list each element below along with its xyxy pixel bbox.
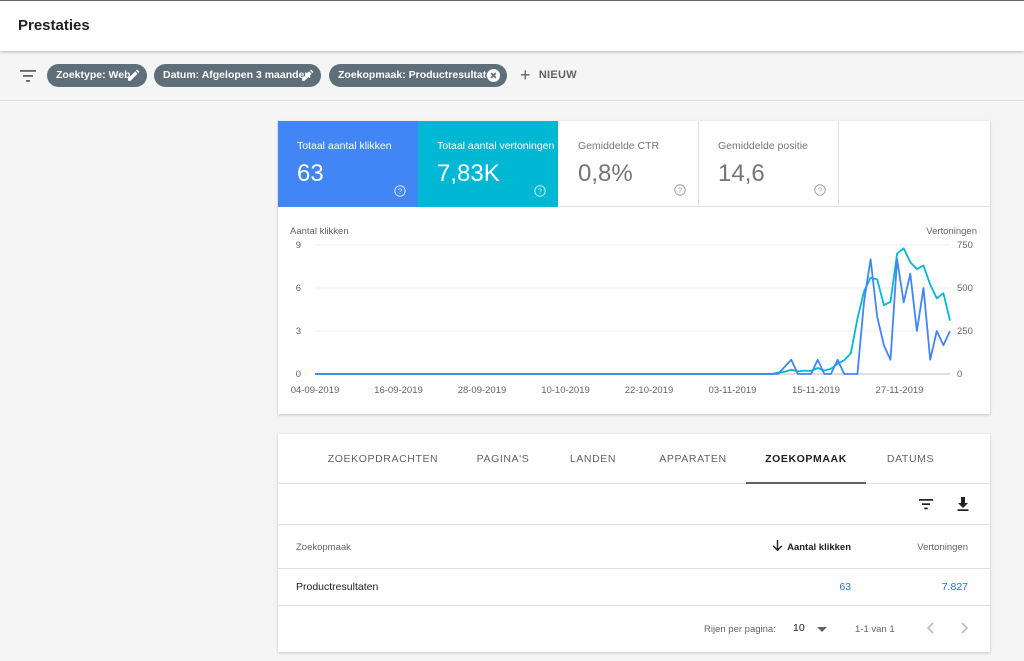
tab-datums[interactable]: DATUMS (886, 453, 935, 465)
metric-total-clicks[interactable]: Totaal aantal klikken 63 ? (278, 121, 418, 207)
metric-value: 0,8% (578, 160, 633, 187)
dropdown-caret-icon (817, 627, 827, 632)
cell-clicks: 63 (839, 581, 851, 593)
help-icon[interactable]: ? (534, 185, 546, 197)
tab-zoekopdrachten[interactable]: ZOEKOPDRACHTEN (327, 453, 439, 465)
y-axis-right-label: Vertoningen (926, 226, 977, 237)
filter-chip-zoektype[interactable]: Zoektype: Web (47, 64, 147, 87)
sort-arrow-down-icon (772, 540, 783, 552)
x-tick-label: 04-09-2019 (291, 385, 340, 396)
metric-label: Gemiddelde CTR (578, 140, 660, 152)
column-header-label: Aantal klikken (787, 542, 851, 553)
y-right-tick-label: 500 (957, 283, 973, 294)
tab-zoekopmaak[interactable]: ZOEKOPMAAK (746, 434, 866, 484)
y-left-tick-label: 9 (296, 240, 301, 251)
help-icon[interactable]: ? (394, 185, 406, 197)
breakdown-table-card: ZOEKOPDRACHTEN PAGINA'S LANDEN APPARATEN… (278, 434, 990, 652)
metric-average-ctr[interactable]: Gemiddelde CTR 0,8% ? (559, 121, 699, 207)
tab-paginas[interactable]: PAGINA'S (476, 453, 530, 465)
x-tick-label: 22-10-2019 (625, 385, 674, 396)
svg-text:?: ? (818, 186, 822, 195)
metric-label: Totaal aantal klikken (297, 140, 392, 152)
clear-icon[interactable] (487, 69, 500, 82)
table-row[interactable]: Productresultaten 63 7.827 (278, 569, 990, 606)
y-left-tick-label: 6 (296, 283, 301, 294)
column-header-clicks[interactable]: Aantal klikken (772, 540, 851, 553)
column-header-zoekopmaak[interactable]: Zoekopmaak (296, 542, 351, 553)
tab-landen[interactable]: LANDEN (569, 453, 617, 465)
x-tick-label: 28-09-2019 (458, 385, 507, 396)
performance-chart-card: Totaal aantal klikken 63 ? Totaal aantal… (278, 121, 990, 414)
y-right-tick-label: 750 (957, 240, 973, 251)
x-tick-label: 27-11-2019 (876, 385, 924, 396)
plus-icon: + (520, 65, 531, 85)
column-header-impressions[interactable]: Vertoningen (917, 542, 968, 553)
metric-average-position[interactable]: Gemiddelde positie 14,6 ? (699, 121, 839, 207)
previous-page-icon[interactable] (923, 620, 939, 636)
x-tick-label: 10-10-2019 (541, 385, 590, 396)
download-icon[interactable] (955, 496, 971, 512)
metric-label: Totaal aantal vertoningen (437, 140, 555, 152)
dimension-tabs: ZOEKOPDRACHTEN PAGINA'S LANDEN APPARATEN… (278, 434, 990, 484)
y-left-tick-label: 0 (296, 369, 301, 380)
page-range: 1-1 van 1 (855, 624, 895, 635)
series-line-clicks (315, 258, 951, 375)
filter-icon[interactable] (20, 69, 36, 83)
y-axis-left-label: Aantal klikken (290, 226, 349, 237)
filter-rows-icon[interactable] (918, 496, 934, 512)
table-header: Zoekopmaak Aantal klikken Vertoningen (278, 525, 990, 569)
tab-apparaten[interactable]: APPARATEN (659, 453, 727, 465)
rows-per-page-value: 10 (793, 622, 805, 634)
svg-text:?: ? (398, 187, 402, 196)
help-icon[interactable]: ? (674, 184, 686, 196)
filter-chip-zoekopmaak[interactable]: Zoekopmaak: Productresultaten (329, 64, 507, 87)
filter-chip-datum[interactable]: Datum: Afgelopen 3 maanden (154, 64, 321, 87)
app-header: Prestaties (0, 0, 1024, 51)
chip-label: Datum: Afgelopen 3 maanden (163, 69, 311, 81)
svg-text:?: ? (538, 187, 542, 196)
y-right-tick-label: 250 (957, 326, 973, 337)
help-icon[interactable]: ? (814, 184, 826, 196)
pagination: Rijen per pagina: 10 1-1 van 1 (278, 606, 990, 652)
x-tick-label: 03-11-2019 (709, 385, 757, 396)
next-page-icon[interactable] (956, 620, 972, 636)
svg-text:?: ? (678, 186, 682, 195)
chip-label: Zoekopmaak: Productresultaten (338, 69, 499, 81)
filter-bar: Zoektype: Web Datum: Afgelopen 3 maanden… (0, 51, 1024, 101)
cell-zoekopmaak: Productresultaten (296, 581, 379, 593)
performance-line-chart[interactable]: Aantal klikken Vertoningen 9 6 3 0 750 500 25… (278, 207, 990, 414)
new-filter-label: NIEUW (538, 69, 577, 81)
edit-icon[interactable] (127, 69, 140, 82)
table-toolbar (278, 484, 990, 525)
rows-per-page-label: Rijen per pagina: (704, 624, 776, 635)
metric-value: 63 (297, 160, 324, 187)
x-tick-label: 16-09-2019 (374, 385, 423, 396)
x-tick-label: 15-11-2019 (792, 385, 840, 396)
rows-per-page-select[interactable]: 10 (793, 622, 833, 634)
new-filter-button[interactable]: + NIEUW (520, 64, 577, 87)
metric-value: 7,83K (437, 160, 500, 187)
metric-value: 14,6 (718, 160, 765, 187)
chip-label: Zoektype: Web (56, 69, 131, 81)
page-title: Prestaties (18, 17, 90, 34)
y-right-tick-label: 0 (957, 369, 962, 380)
series-line-impressions (315, 247, 951, 375)
cell-impressions: 7.827 (941, 581, 968, 593)
divider (839, 206, 990, 207)
metric-label: Gemiddelde positie (718, 140, 808, 152)
y-left-tick-label: 3 (296, 326, 301, 337)
metric-total-impressions[interactable]: Totaal aantal vertoningen 7,83K ? (418, 121, 558, 207)
edit-icon[interactable] (301, 69, 314, 82)
